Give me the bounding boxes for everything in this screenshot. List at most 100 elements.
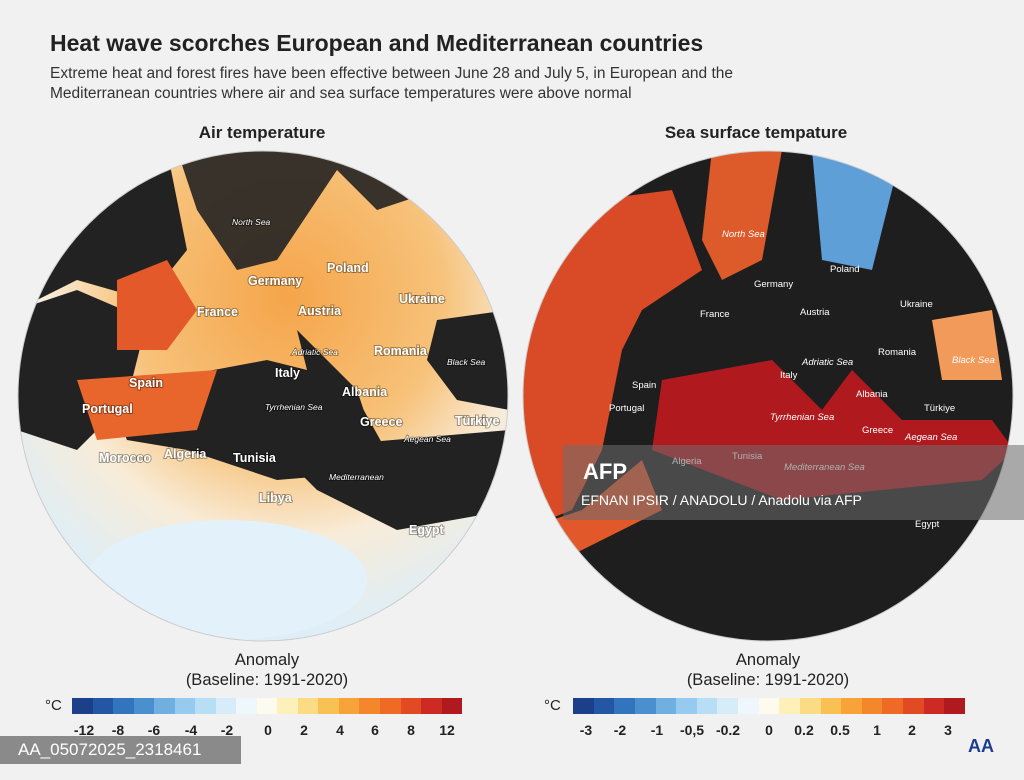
legend-tick: -2 <box>220 722 234 738</box>
color-scale-swatch <box>359 698 380 714</box>
map-label: Portugal <box>609 403 644 414</box>
sea-color-scale <box>573 698 965 714</box>
map-label: Spain <box>129 376 163 390</box>
map-label: Tunisia <box>233 451 277 465</box>
air-legend-unit: °C <box>45 697 62 714</box>
afp-photo-credit-overlay: AFP EFNAN IPSIR / ANADOLU / Anadolu via … <box>563 445 1024 520</box>
color-scale-swatch <box>256 698 278 714</box>
map-label: Poland <box>327 261 369 275</box>
color-scale-swatch <box>113 698 134 714</box>
map-label: Romania <box>374 344 428 358</box>
map-label: Türkiye <box>455 414 500 428</box>
map-label: Spain <box>632 380 656 391</box>
anadolu-agency-logo: AA <box>968 736 994 756</box>
color-scale-swatch <box>379 698 401 714</box>
legend-tick: -0.2 <box>715 722 741 738</box>
legend-tick: 2 <box>300 722 308 738</box>
color-scale-swatch <box>72 698 93 714</box>
map-label: Tyrrhenian Sea <box>770 412 834 423</box>
color-scale-swatch <box>944 698 965 714</box>
color-scale-swatch <box>861 698 883 714</box>
map-label: Austria <box>800 307 830 318</box>
map-label: Egypt <box>915 519 940 530</box>
color-scale-swatch <box>421 698 442 714</box>
map-label: Germany <box>248 274 302 288</box>
color-scale-swatch <box>779 698 800 714</box>
map-label: North Sea <box>722 229 765 240</box>
legend-tick: -0,5 <box>679 722 705 738</box>
air-legend-baseline: (Baseline: 1991-2020) <box>185 671 349 689</box>
color-scale-swatch <box>614 698 635 714</box>
map-label: Morocco <box>99 451 151 465</box>
sea-map-title: Sea surface tempature <box>664 123 848 142</box>
legend-tick: 6 <box>371 722 379 738</box>
color-scale-swatch <box>841 698 862 714</box>
legend-tick: -1 <box>650 722 664 738</box>
map-label: Tyrrhenian Sea <box>265 402 323 412</box>
map-label: Romania <box>878 347 917 358</box>
map-label: Black Sea <box>952 355 995 366</box>
legend-tick: 1 <box>873 722 881 738</box>
page-subtitle: Extreme heat and forest fires have been … <box>50 65 734 102</box>
map-label: Ukraine <box>399 292 445 306</box>
map-label: France <box>700 309 730 320</box>
map-label: Aegean Sea <box>403 434 451 444</box>
sea-surface-temperature-map: North Sea Poland Germany Ukraine France Austr… <box>522 150 1014 642</box>
color-scale-swatch <box>882 698 903 714</box>
map-label: Greece <box>862 425 893 436</box>
map-label: Adriatic Sea <box>801 357 853 368</box>
legend-tick: -3 <box>579 722 593 738</box>
color-scale-swatch <box>923 698 945 714</box>
legend-tick: 0.5 <box>830 722 850 738</box>
color-scale-swatch <box>297 698 319 714</box>
air-temperature-map: North Sea Germany Poland Ukraine France Austr… <box>17 150 509 642</box>
page-title: Heat wave scorches European and Mediterr… <box>50 30 704 56</box>
photo-credit: EFNAN IPSIR / ANADOLU / Anadolu via AFP <box>581 492 862 508</box>
color-scale-swatch <box>655 698 677 714</box>
air-map-title: Air temperature <box>198 123 326 142</box>
color-scale-swatch <box>318 698 339 714</box>
map-label: France <box>197 305 238 319</box>
map-label: Adriatic Sea <box>291 347 338 357</box>
legend-tick: 2 <box>908 722 916 738</box>
color-scale-swatch <box>195 698 216 714</box>
map-label: Black Sea <box>447 357 486 367</box>
legend-tick: 12 <box>439 722 455 738</box>
air-color-scale <box>72 698 463 714</box>
map-label: Italy <box>780 370 798 381</box>
map-label: Mediterranean <box>329 472 384 482</box>
color-scale-swatch <box>738 698 759 714</box>
sea-legend-baseline: (Baseline: 1991-2020) <box>686 671 850 689</box>
map-label: Germany <box>754 279 793 290</box>
legend-tick: -2 <box>613 722 627 738</box>
color-scale-swatch <box>820 698 842 714</box>
legend-tick: 4 <box>336 722 344 738</box>
map-label: Libya <box>259 491 293 505</box>
color-scale-swatch <box>717 698 738 714</box>
legend-tick: -6 <box>147 722 161 738</box>
color-scale-swatch <box>236 698 257 714</box>
air-legend-title: Anomaly <box>234 651 300 669</box>
legend-tick: 0 <box>264 722 272 738</box>
map-label: Greece <box>360 415 402 429</box>
watermark-id: AA_05072025_2318461 <box>0 736 241 764</box>
map-label: Aegean Sea <box>904 432 957 443</box>
legend-tick: 0 <box>765 722 773 738</box>
legend-tick: -12 <box>73 722 95 738</box>
map-label: Ukraine <box>900 299 933 310</box>
color-scale-swatch <box>215 698 237 714</box>
color-scale-swatch <box>634 698 656 714</box>
map-label: Algeria <box>164 447 207 461</box>
legend-tick: -4 <box>184 722 198 738</box>
map-label: Egypt <box>409 523 445 537</box>
map-label: Portugal <box>82 402 133 416</box>
color-scale-swatch <box>593 698 615 714</box>
map-label: Türkiye <box>924 403 955 414</box>
color-scale-swatch <box>903 698 924 714</box>
color-scale-swatch <box>92 698 114 714</box>
legend-tick: 3 <box>944 722 952 738</box>
sea-legend-title: Anomaly <box>735 651 801 669</box>
map-label: Austria <box>298 304 342 318</box>
map-label: Albania <box>856 389 888 400</box>
map-label: Italy <box>275 366 300 380</box>
